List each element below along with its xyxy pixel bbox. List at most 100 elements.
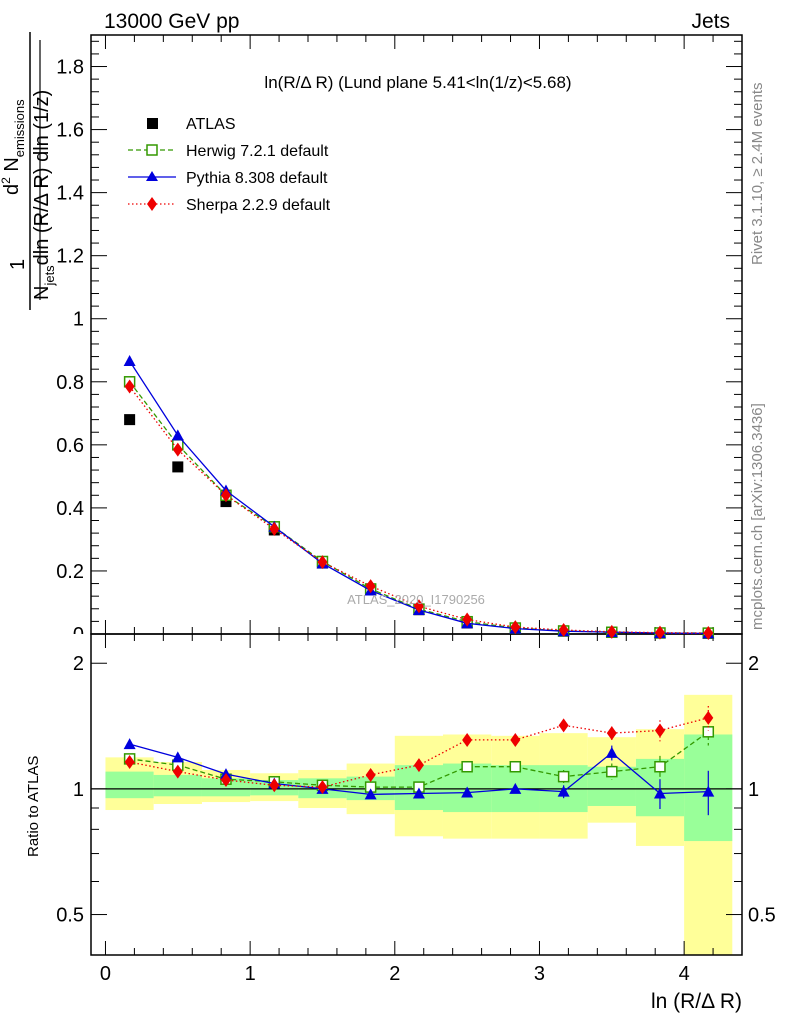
sherpa-point [413,599,424,614]
main-ytick-label: 1 [73,309,84,331]
mcplots-label: mcplots.cern.ch [arXiv:1306.3436] [749,403,766,630]
main-panel-axes: 0.2 0.4 0.6 0.8 1 1.2 1.4 1.6 1.8 0 [56,34,743,646]
sherpa-ratio-point [317,780,328,795]
plot-title: ln(R/Δ R) (Lund plane 5.41<ln(1/z)<5.68) [264,73,571,92]
main-ytick-label-zero: 0 [73,624,84,646]
sherpa-ratio-point [510,732,521,747]
legend: ATLAS Herwig 7.2.1 default Pythia 8.308 … [128,116,331,214]
main-ytick-label: 1.6 [56,120,84,142]
legend-label-atlas: ATLAS [186,116,236,133]
sherpa-point [703,626,714,641]
pythia-ratio-point [557,785,570,797]
ratio-ytick-label: 1 [73,779,84,801]
legend-item-pythia: Pythia 8.308 default [128,170,328,187]
pythia-ratio-point [171,751,184,763]
atlas-point [172,461,184,473]
atlas-point [124,414,136,426]
main-ylabel-denominator: Njetsdln (R/Δ R) dln (1/z) [31,90,57,300]
legend-item-sherpa: Sherpa 2.2.9 default [128,197,331,214]
legend-marker-herwig [146,144,158,156]
legend-label-pythia: Pythia 8.308 default [186,170,328,187]
main-ytick-label: 0.4 [56,498,84,520]
pythia-ratio-point [461,786,474,798]
sherpa-point [317,555,328,570]
watermark: ATLAS_2020_I1790256 [347,592,485,607]
sherpa-ratio-point [365,767,376,782]
main-ytick-label: 1.8 [56,57,84,79]
sherpa-point [124,379,135,394]
main-ytick-label: 0.2 [56,561,84,583]
legend-item-herwig: Herwig 7.2.1 default [128,143,329,160]
pythia-ratio-point [123,738,136,750]
pythia-ratio-point [653,787,666,799]
sherpa-point [220,488,231,503]
ratio-xtick-label: 2 [389,963,400,985]
header-right: Jets [691,10,730,33]
ratio-ytick-label: 2 [73,653,84,675]
legend-label-herwig: Herwig 7.2.1 default [186,143,329,160]
band-green-bin [105,771,154,799]
sherpa-point [654,625,665,640]
sherpa-ratio-point [606,726,617,741]
sherpa-point [510,620,521,635]
pythia-point [123,354,136,366]
ratio-frame [90,633,743,956]
ratio-ytick-label: 0.5 [56,905,84,927]
sherpa-ratio-point [220,773,231,788]
pythia-ratio-point [605,746,618,758]
sherpa-ratio-point [558,718,569,733]
herwig-ratio-point [509,760,522,773]
herwig-ratio-point [702,726,715,738]
main-ytick-label: 0.8 [56,372,84,394]
main-ytick-label: 1.4 [56,183,84,205]
main-series-sherpa [124,379,714,641]
sherpa-point [462,612,473,627]
legend-label-sherpa: Sherpa 2.2.9 default [186,197,331,214]
pythia-point [171,429,184,441]
sherpa-ratio-point [124,754,135,769]
main-ylabel-numerator: d2 Nemissions [0,99,27,195]
ratio-uncertainty-bands [105,694,733,955]
herwig-ratio-point [461,760,473,773]
band-green-bin [153,774,202,797]
main-panel-series [123,354,715,641]
rivet-label: Rivet 3.1.10, ≥ 2.4M events [749,83,766,266]
sherpa-point [606,624,617,639]
ratio-xtick-label: 4 [679,963,690,985]
pythia-ratio-point [364,788,377,800]
sherpa-ratio-point [413,758,424,773]
sherpa-ratio-point [654,723,665,738]
legend-marker-atlas [147,118,158,129]
ratio-xtick-label: 1 [245,963,256,985]
ratio-ylabel: Ratio to ATLAS [25,756,42,857]
legend-marker-pythia [146,171,158,181]
main-ytick-label: 1.2 [56,246,84,268]
ratio-ytick-label-right: 1 [748,779,759,801]
herwig-ratio-point [557,770,570,783]
ratio-panel-series [123,705,715,816]
sherpa-point [172,442,183,457]
pythia-ratio-point [702,785,715,797]
sherpa-point [365,579,376,594]
ratio-series-sherpa [124,705,714,795]
sherpa-ratio-point [703,710,714,725]
sherpa-ratio-point [462,732,473,747]
sherpa-point [558,623,569,638]
main-ytick-label: 0.6 [56,435,84,457]
herwig-ratio-point [606,765,618,778]
band-green-bin [201,778,251,797]
main-ylabel: 1 Njetsdln (R/Δ R) dln (1/z) d2 Nemissio… [0,32,57,310]
pythia-ratio-point [509,782,522,794]
sherpa-point [269,522,280,537]
header-left: 13000 GeV pp [104,10,239,33]
ratio-xtick-label: 3 [534,963,545,985]
pythia-ratio-point [412,787,425,799]
ratio-xtick-label: 0 [100,963,111,985]
sherpa-ratio-point [269,778,280,793]
herwig-ratio-point [654,760,666,773]
ratio-ytick-label-right: 2 [748,653,759,675]
ratio-ytick-label-right: 0.5 [748,905,776,927]
ratio-xlabel: ln (R/Δ R) [651,990,742,1013]
